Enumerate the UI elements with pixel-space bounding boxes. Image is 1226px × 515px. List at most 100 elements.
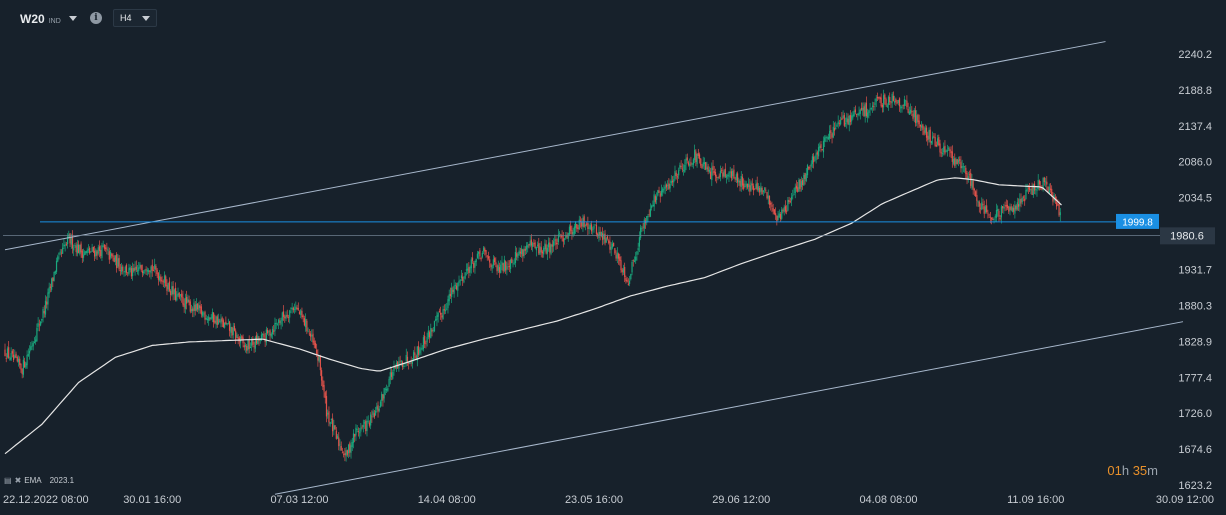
candle-body [417,345,420,355]
candle-body [696,153,698,165]
candle-body [514,251,517,263]
candle-body [714,171,717,177]
candle-body [390,372,393,377]
candle-body [745,183,747,187]
candle-body [356,429,358,430]
candle-body [48,287,50,294]
lower-channel-line[interactable] [274,321,1184,495]
candle-body [1057,204,1059,206]
candle-body [478,251,480,254]
candle-body [783,207,785,213]
candle-body [973,189,975,191]
candle-body [674,171,676,179]
candle-body [378,408,380,411]
candle-body [420,347,422,350]
candle-body [741,176,744,186]
time-tick-label: 29.06 12:00 [712,494,770,506]
info-icon[interactable]: i [90,12,102,24]
candle-body [664,186,666,189]
close-icon[interactable]: ✖ [14,476,22,485]
candle-body [284,316,286,319]
candle-body [544,243,546,250]
candle-body [179,294,182,296]
candle-body [124,266,126,273]
candle-body [798,179,800,192]
candle-body [248,340,250,350]
candle-body [533,243,535,245]
candle-body [810,163,812,167]
candle-body [360,427,362,432]
candle-body [632,259,634,261]
candle-body [411,361,413,364]
candle-body [1015,205,1017,210]
candle-body [676,176,679,178]
candle-body [368,422,371,426]
candle-body [144,269,146,272]
candle-body [194,304,196,311]
candle-body [57,256,59,262]
timeframe-selector[interactable]: H4 [113,9,157,27]
candle-body [739,181,741,186]
upper-channel-line[interactable] [4,41,1106,251]
candle-body [668,183,670,190]
candle-body [268,330,270,332]
candle-body [605,238,607,243]
candle-body [442,309,444,320]
candle-body [9,358,11,360]
candle-body [415,355,417,359]
candle-body [359,432,361,434]
candle-body [662,188,664,193]
candle-body [500,264,502,273]
candle-body [829,130,831,139]
ema-line [4,177,1062,455]
candle-body [772,207,774,212]
time-tick-label: 22.12.2022 08:00 [3,494,89,506]
candle-body [330,418,333,421]
candle-body [1021,198,1023,203]
candle-body [719,170,721,178]
candle-body [460,275,463,279]
candle-body [610,246,612,250]
candle-body [786,210,788,212]
candle-body [584,224,587,226]
candle-body [816,152,818,155]
candle-body [709,171,712,180]
candle-body [506,265,508,270]
candle-body [448,294,450,302]
candle-body [306,320,308,332]
candle-body [1013,207,1015,212]
candle-body [400,360,402,362]
candle-body [578,219,580,230]
candle-body [588,227,590,229]
candle-body [944,145,946,154]
candle-body [381,393,383,401]
candle-body [165,276,167,287]
candle-body [495,262,497,265]
candle-body [366,420,368,432]
candle-body [930,141,933,144]
indicator-legend[interactable]: ▤ ✖ EMA 2023.1 [4,476,74,485]
candle-body [103,244,105,249]
candle-body [750,182,752,191]
candle-body [949,149,951,151]
candle-body [22,359,25,375]
candle-body [431,329,433,332]
candle-body [733,169,735,179]
indicator-settings-icon[interactable]: ▤ [4,476,12,485]
candle-body [484,248,486,252]
candle-body [968,174,971,176]
candle-body [430,327,432,339]
candle-body [599,231,601,236]
candle-body [1011,207,1014,212]
candle-body [459,280,461,282]
candle-body [938,137,940,146]
candle-body [86,250,88,254]
candle-body [249,346,252,349]
symbol-selector[interactable]: W20 IND [20,12,77,26]
candle-body [835,127,837,130]
candle-body [276,324,279,326]
candle-body [408,363,410,364]
candle-body [38,324,40,326]
candle-body [216,316,218,325]
